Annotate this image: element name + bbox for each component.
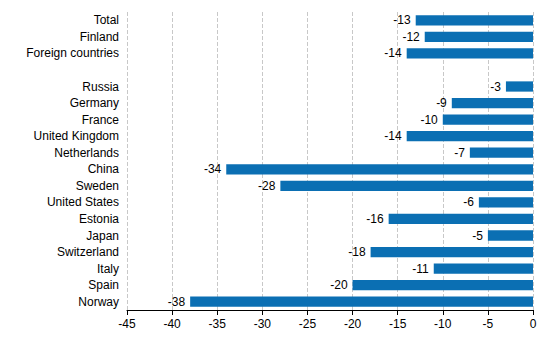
svg-text:-3: -3 <box>490 80 501 94</box>
svg-text:-30: -30 <box>254 317 272 331</box>
svg-text:-38: -38 <box>168 295 186 309</box>
svg-text:-14: -14 <box>384 129 402 143</box>
svg-text:Total: Total <box>94 13 119 27</box>
svg-text:Italy: Italy <box>97 262 119 276</box>
svg-text:-15: -15 <box>389 317 407 331</box>
svg-text:Russia: Russia <box>82 80 119 94</box>
svg-text:Germany: Germany <box>70 96 119 110</box>
svg-text:China: China <box>88 162 120 176</box>
svg-text:Norway: Norway <box>78 295 119 309</box>
svg-text:-7: -7 <box>454 146 465 160</box>
svg-text:-6: -6 <box>463 195 474 209</box>
svg-text:-11: -11 <box>412 262 429 276</box>
svg-text:-12: -12 <box>402 30 420 44</box>
svg-text:Switzerland: Switzerland <box>57 245 119 259</box>
svg-text:-20: -20 <box>344 317 362 331</box>
svg-text:France: France <box>82 113 120 127</box>
svg-text:-25: -25 <box>299 317 317 331</box>
svg-text:Japan: Japan <box>86 229 119 243</box>
svg-text:Finland: Finland <box>80 30 119 44</box>
svg-text:-13: -13 <box>393 13 411 27</box>
svg-text:-45: -45 <box>118 317 136 331</box>
svg-text:-5: -5 <box>483 317 494 331</box>
svg-text:-20: -20 <box>330 278 348 292</box>
svg-text:Foreign countries: Foreign countries <box>26 46 119 60</box>
svg-text:United Kingdom: United Kingdom <box>34 129 119 143</box>
svg-text:Sweden: Sweden <box>76 179 119 193</box>
svg-text:-16: -16 <box>366 212 384 226</box>
svg-text:-40: -40 <box>163 317 181 331</box>
svg-text:-9: -9 <box>436 96 447 110</box>
svg-text:-10: -10 <box>434 317 452 331</box>
svg-text:-14: -14 <box>384 46 402 60</box>
svg-text:-35: -35 <box>209 317 227 331</box>
svg-text:-5: -5 <box>472 229 483 243</box>
svg-text:Estonia: Estonia <box>79 212 119 226</box>
svg-text:0: 0 <box>530 317 537 331</box>
svg-text:Netherlands: Netherlands <box>54 146 119 160</box>
svg-text:-18: -18 <box>348 245 366 259</box>
svg-text:-28: -28 <box>258 179 276 193</box>
svg-text:-34: -34 <box>204 162 222 176</box>
svg-text:United States: United States <box>47 195 119 209</box>
svg-text:Spain: Spain <box>88 278 119 292</box>
svg-text:-10: -10 <box>420 113 438 127</box>
